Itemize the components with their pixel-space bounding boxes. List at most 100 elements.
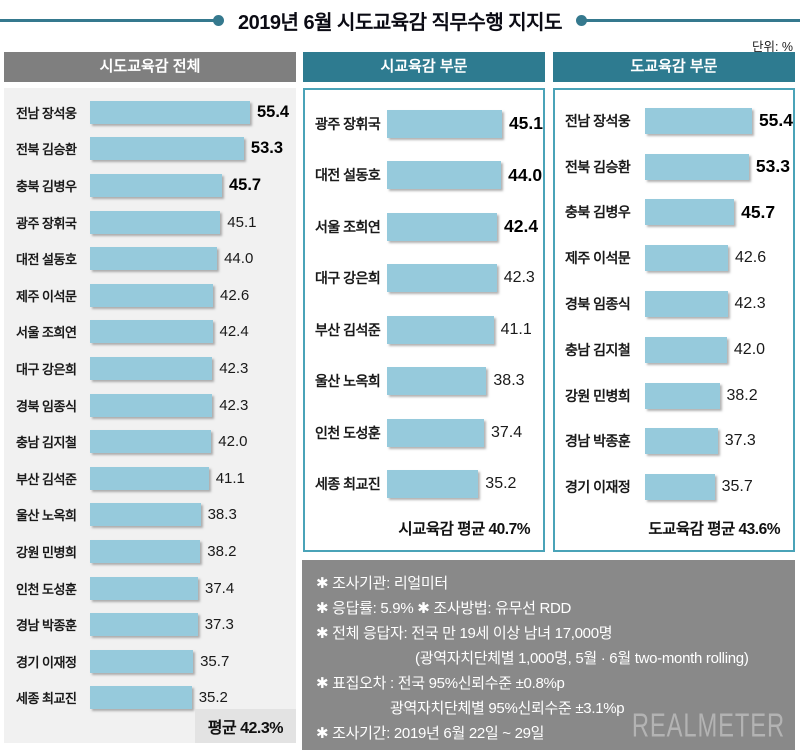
bar	[90, 649, 194, 673]
bar-value: 35.2	[485, 475, 517, 493]
bar-value: 42.0	[733, 340, 766, 358]
bar	[90, 503, 201, 527]
bar-value: 42.6	[220, 286, 250, 304]
bar-row: 전북 김승환 53.3	[4, 131, 296, 168]
bar-row: 세종 최교진 35.2	[4, 680, 296, 717]
candidate-label: 대구 강은희	[16, 361, 77, 377]
bar-row: 전남 장석웅 55.4	[4, 94, 296, 131]
bar	[90, 539, 201, 563]
panel-body: 전남 장석웅 55.4 전북 김승환 53.3 충북 김병우 45.7 광주 장휘국 45.1…	[4, 88, 296, 743]
candidate-label: 대전 설동호	[16, 252, 77, 268]
candidate-label: 충북 김병우	[565, 204, 631, 221]
bar-value: 55.4	[758, 110, 793, 131]
candidate-label: 인천 도성훈	[315, 424, 381, 441]
candidate-label: 제주 이석문	[565, 250, 631, 267]
survey-notes-box: ✱ 조사기관: 리얼미터 ✱ 응답률: 5.9% ✱ 조사방법: 유무선 RDD ✱…	[302, 560, 795, 750]
survey-note: ✱ 조사기간: 2019년 6월 22일 ~ 29일	[316, 725, 545, 742]
bar-value: 42.0	[218, 433, 248, 451]
bar-value: 42.3	[503, 269, 535, 287]
candidate-label: 강원 민병희	[16, 544, 77, 560]
bar-value: 37.4	[205, 579, 235, 597]
candidate-label: 대전 설동호	[315, 167, 381, 184]
bar-value: 41.1	[215, 469, 245, 487]
bar-value: 44.0	[508, 164, 543, 185]
bar-value: 41.1	[500, 320, 532, 338]
panel-all-superintendents: 시도교육감 전체 전남 장석웅 55.4 전북 김승환 53.3 충북 김병우 45.7 광…	[4, 52, 296, 743]
title-rule-left	[0, 14, 225, 26]
page-title: 2019년 6월 시도교육감 직무수행 지지도	[238, 11, 562, 34]
bar-row: 세종 최교진 35.2	[305, 459, 543, 511]
bar	[645, 428, 718, 455]
candidate-label: 경기 이재정	[16, 654, 77, 670]
bar-row: 강원 민병희 38.2	[4, 533, 296, 570]
bar-row: 인천 도성훈 37.4	[4, 570, 296, 607]
bar-row: 제주 이석문 42.6	[555, 235, 793, 281]
bar-row: 대전 설동호 44.0	[4, 240, 296, 277]
bar	[90, 356, 213, 380]
bar-row: 강원 민병희 38.2	[555, 373, 793, 419]
bar	[645, 107, 752, 134]
bar-row: 부산 김석준 41.1	[4, 460, 296, 497]
candidate-label: 경남 박종훈	[16, 618, 77, 634]
bar	[90, 247, 218, 271]
candidate-label: 충남 김지철	[16, 435, 77, 451]
bar-row: 대구 강은희 42.3	[305, 253, 543, 305]
bar-value: 37.3	[204, 616, 234, 634]
bar-value: 45.1	[227, 213, 257, 231]
bar	[645, 153, 749, 180]
candidate-label: 부산 김석준	[315, 321, 381, 338]
bar	[90, 466, 209, 490]
bar	[387, 315, 494, 344]
bar	[387, 470, 479, 499]
bar	[90, 686, 192, 710]
bar	[645, 245, 728, 272]
bar	[90, 283, 213, 307]
candidate-label: 서울 조희연	[315, 218, 381, 235]
unit-label: 단위: %	[751, 40, 793, 54]
panel-province-superintendents: 도교육감 부문 전남 장석웅 55.4 전북 김승환 53.3 충북 김병우 45.7 제주…	[553, 52, 795, 552]
bar-row: 광주 장휘국 45.1	[305, 98, 543, 150]
bar-row: 서울 조희연 42.4	[305, 201, 543, 253]
bar-value: 45.7	[741, 201, 776, 222]
bar-value: 38.3	[207, 506, 237, 524]
bar	[645, 291, 728, 318]
candidate-label: 전북 김승환	[565, 158, 631, 175]
bar-value: 45.1	[508, 113, 543, 134]
bar-row: 인천 도성훈 37.4	[305, 407, 543, 459]
bar-row: 광주 장휘국 45.1	[4, 204, 296, 241]
bar-value: 45.7	[229, 175, 262, 194]
bar-row: 전남 장석웅 55.4	[555, 98, 793, 144]
bar-value: 42.3	[734, 295, 766, 313]
bar-value: 42.4	[219, 323, 249, 341]
bar-row: 울산 노옥희 38.3	[305, 356, 543, 408]
survey-note: ✱ 조사기관: 리얼미터	[316, 575, 448, 592]
panel-header: 도교육감 부문	[553, 52, 795, 82]
bar	[387, 161, 502, 190]
bar-row: 경기 이재정 35.7	[555, 464, 793, 510]
bar	[90, 613, 198, 637]
bar-row: 울산 노옥희 38.3	[4, 497, 296, 534]
bar-value: 37.4	[491, 423, 523, 441]
bar	[90, 173, 222, 197]
title-rule-right	[575, 14, 800, 26]
survey-note: 광역자치단체별 95%신뢰수준 ±3.1%p	[390, 700, 625, 717]
candidate-label: 광주 장휘국	[315, 115, 381, 132]
candidate-label: 울산 노옥희	[315, 373, 381, 390]
bar	[387, 367, 487, 396]
candidate-label: 울산 노옥희	[16, 508, 77, 524]
bar-rows: 전남 장석웅 55.4 전북 김승환 53.3 충북 김병우 45.7 제주 이석문 42.6…	[555, 98, 793, 510]
bar	[387, 264, 497, 293]
panel-header: 시도교육감 전체	[4, 52, 296, 82]
bar	[90, 320, 213, 344]
bar-row: 경북 임종식 42.3	[555, 281, 793, 327]
bar-value: 42.6	[735, 249, 767, 267]
candidate-label: 세종 최교진	[315, 476, 381, 493]
survey-note: ✱ 전체 응답자: 전국 만 19세 이상 남녀 17,000명	[316, 625, 613, 642]
candidate-label: 대구 강은희	[315, 270, 381, 287]
bar	[387, 109, 502, 138]
bar-value: 53.3	[755, 156, 790, 177]
bar-row: 대전 설동호 44.0	[305, 150, 543, 202]
bar	[645, 199, 735, 226]
bar-row: 경북 임종식 42.3	[4, 387, 296, 424]
bar	[645, 382, 720, 409]
